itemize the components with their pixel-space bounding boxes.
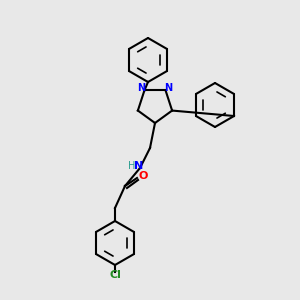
Text: O: O <box>138 171 148 181</box>
Text: N: N <box>137 83 146 93</box>
Text: Cl: Cl <box>109 270 121 280</box>
Text: H: H <box>128 161 136 171</box>
Text: N: N <box>164 83 172 93</box>
Text: N: N <box>134 161 144 171</box>
